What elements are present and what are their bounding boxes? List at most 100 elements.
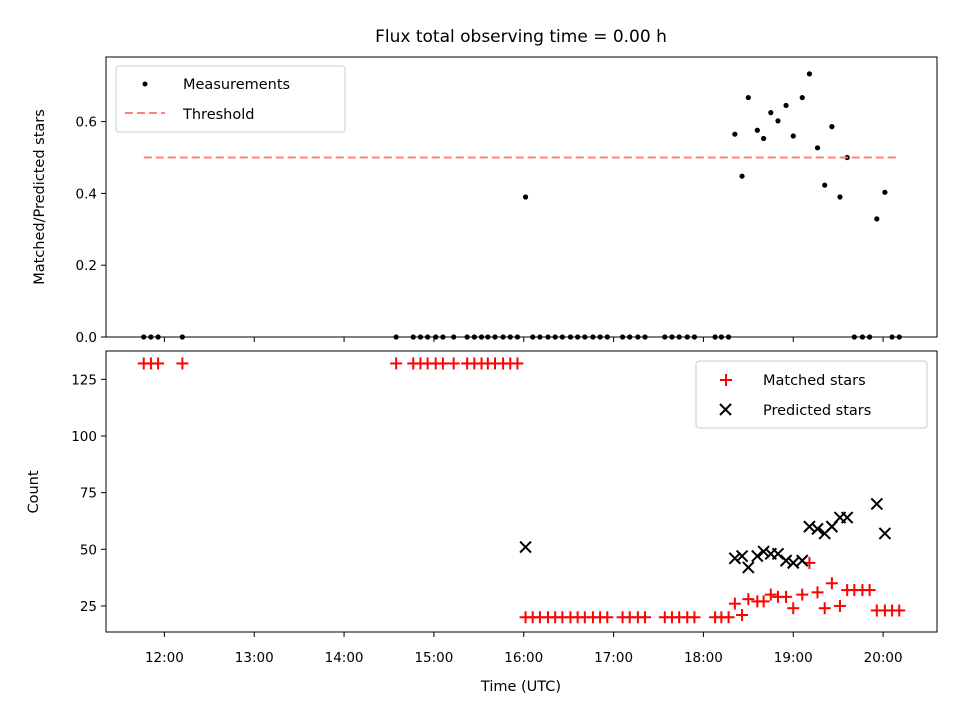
measurement-point <box>141 334 147 340</box>
measurement-point <box>485 334 491 340</box>
measurement-point <box>725 334 732 340</box>
measurement-point <box>507 334 513 340</box>
predicted-stars-point <box>878 527 892 540</box>
matched-stars-point <box>176 357 189 370</box>
predicted-stars-point <box>803 520 816 533</box>
measurement-point <box>814 145 821 151</box>
measurement-point <box>590 334 596 340</box>
predicted-stars-point <box>735 549 749 563</box>
matched-stars-point <box>722 611 735 624</box>
measurement-point <box>799 94 805 101</box>
measurement-point <box>889 334 895 340</box>
predicted-stars-point <box>787 556 800 570</box>
measurement-point <box>559 334 565 340</box>
predicted-stars-point <box>757 545 770 558</box>
measurement-point <box>761 135 767 142</box>
top-y-tick-label: 0.2 <box>76 258 97 274</box>
measurement-point <box>471 334 477 340</box>
bottom-y-tick-label: 25 <box>80 599 97 615</box>
measurement-point <box>582 334 588 340</box>
predicted-stars-point <box>811 522 824 536</box>
measurement-point <box>837 194 843 200</box>
predicted-stars-point <box>870 497 884 511</box>
measurement-point <box>552 334 558 340</box>
measurement-point <box>425 334 431 340</box>
top-y-tick-label: 0.4 <box>76 186 97 202</box>
measurement-point <box>739 173 745 179</box>
matched-stars-point <box>787 602 800 615</box>
measurement-point <box>882 189 888 195</box>
measurement-point <box>642 334 648 340</box>
measurement-point <box>783 102 789 109</box>
measurement-point <box>662 334 668 340</box>
measurement-point <box>859 334 866 340</box>
predicted-stars-point <box>779 554 793 567</box>
bottom-legend-box <box>695 360 928 429</box>
measurement-point <box>806 71 813 77</box>
chart-title: Flux total observing time = 0.00 h <box>375 27 667 47</box>
measurement-point <box>514 334 521 340</box>
bottom-x-ticks: 12:00 13:00 14:00 15:00 16:00 17:00 18:00 19:00… <box>145 632 903 666</box>
measurement-point <box>635 334 641 340</box>
top-legend-box <box>115 65 346 133</box>
top-y-axis-label: Matched/Predicted stars <box>32 109 48 285</box>
measurement-point <box>732 131 738 137</box>
measurement-point <box>745 94 751 101</box>
measurement-point <box>451 334 457 340</box>
x-tick-label: 12:00 <box>145 650 184 666</box>
matched-stars-point <box>390 357 403 370</box>
measurement-point <box>712 334 718 340</box>
x-tick-label: 19:00 <box>774 650 813 666</box>
legend-measurements-label: Measurements <box>183 77 290 93</box>
legend-predicted-marker <box>719 403 732 416</box>
measurement-point <box>575 334 581 340</box>
legend-matched-label: Matched stars <box>763 373 866 389</box>
measurement-point <box>691 334 698 340</box>
predicted-stars-point <box>742 561 755 574</box>
measurement-point <box>597 334 603 340</box>
x-tick-label: 20:00 <box>864 650 903 666</box>
bottom-y-tick-label: 50 <box>80 542 97 558</box>
measurement-point <box>155 334 161 340</box>
measurement-point <box>768 110 774 116</box>
measurement-point <box>393 334 399 340</box>
predicted-stars-point <box>751 549 764 563</box>
measurement-point <box>775 118 781 124</box>
bottom-y-tick-label: 125 <box>71 372 97 388</box>
matched-stars-point <box>818 602 831 615</box>
x-tick-label: 14:00 <box>325 650 364 666</box>
measurement-point <box>567 334 574 340</box>
measurement-point <box>537 334 543 340</box>
measurement-point <box>604 334 610 340</box>
top-data-marks <box>141 71 902 340</box>
measurement-point <box>896 334 902 340</box>
x-tick-label: 17:00 <box>594 650 633 666</box>
matched-stars-point <box>728 597 741 610</box>
x-axis-label: Time (UTC) <box>480 679 561 695</box>
top-x-ticks <box>163 337 884 342</box>
x-tick-label: 15:00 <box>414 650 453 666</box>
matched-stars-point <box>757 595 770 608</box>
predicted-stars-point <box>840 511 854 524</box>
bottom-y-ticks: 25 50 75 100 125 <box>71 372 106 615</box>
measurement-point <box>545 334 551 340</box>
matched-stars-point <box>742 593 755 606</box>
matched-stars-point <box>780 590 793 603</box>
matched-stars-point <box>688 611 701 624</box>
legend-matched-marker <box>720 374 732 386</box>
measurement-point <box>148 334 154 340</box>
measurement-point <box>851 334 857 340</box>
predicted-stars-point <box>519 540 532 554</box>
measurement-point <box>478 334 485 340</box>
measurement-point <box>179 334 185 340</box>
measurement-point <box>790 133 796 139</box>
matched-stars-point <box>736 609 749 622</box>
top-panel-frame <box>105 56 938 338</box>
top-y-tick-label: 0.0 <box>76 330 97 346</box>
matched-stars-point <box>152 357 165 370</box>
matched-stars-point <box>811 586 824 599</box>
measurement-point <box>464 334 470 340</box>
measurement-point <box>619 334 626 340</box>
matched-stars-point <box>436 357 449 370</box>
x-tick-label: 18:00 <box>684 650 723 666</box>
